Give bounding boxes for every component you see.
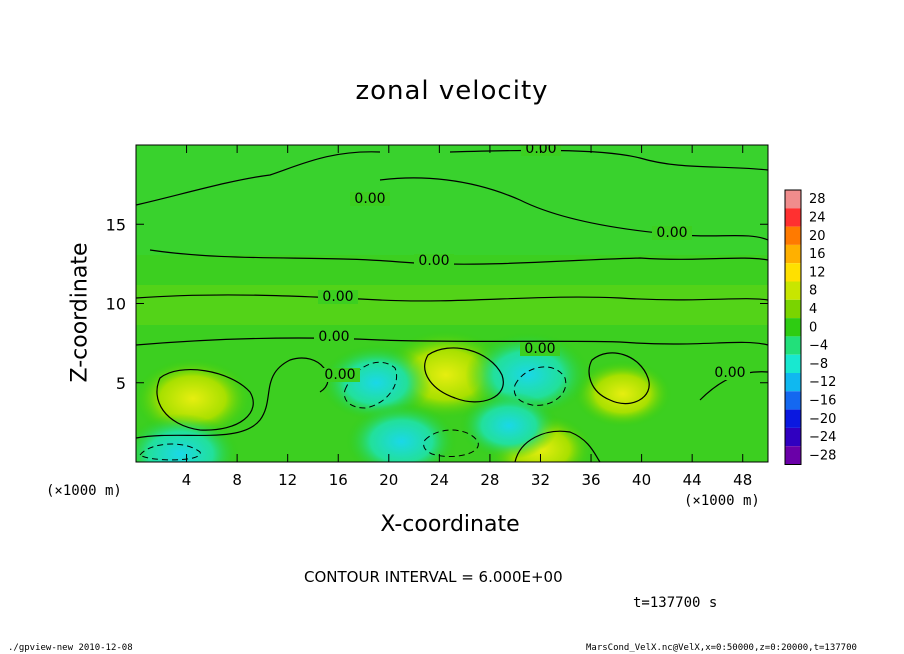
- colorbar-swatch: [785, 427, 801, 447]
- colorbar-swatch: [785, 208, 801, 227]
- colorbar-swatch: [785, 391, 801, 410]
- contour-line-top: [449, 149, 768, 171]
- contour-label-bg: [652, 226, 692, 240]
- time-label: t=137700 s: [633, 595, 718, 611]
- colorbar-label: 8: [809, 284, 817, 299]
- anomaly-negative-8: [459, 391, 559, 460]
- negative-contour-3: [139, 443, 201, 461]
- colorbar-swatch: [785, 336, 801, 355]
- contour-line-lower: [136, 357, 329, 439]
- colorbar-label: −4: [809, 339, 828, 354]
- negative-contour-4: [423, 429, 479, 457]
- colorbar-label: −8: [809, 357, 828, 372]
- colorbar-swatch: [785, 190, 801, 209]
- colorbar-swatch: [785, 373, 801, 392]
- anomaly-negative-4: [320, 344, 433, 421]
- contour-line-mid-upper: [149, 249, 768, 265]
- colorbar-swatch: [785, 263, 801, 282]
- colorbar-label: 12: [809, 265, 826, 280]
- contour-label: 0.00: [322, 289, 353, 305]
- contour-label-bg: [520, 342, 560, 356]
- contour-line-upper-right: [379, 177, 768, 241]
- contour-label-bg: [318, 290, 358, 304]
- contour-line-mid: [136, 294, 768, 302]
- contour-label: 0.00: [525, 141, 556, 157]
- x-tick-label: 40: [632, 471, 651, 489]
- contour-label-bg: [320, 368, 360, 382]
- colorbar-label: 24: [809, 210, 826, 225]
- x-tick-label: 28: [480, 471, 499, 489]
- y-tick-label: 10: [106, 295, 126, 314]
- anomaly-negative-7: [345, 403, 458, 462]
- contour-label: 0.00: [418, 253, 449, 269]
- x-tick-label: 24: [430, 471, 449, 489]
- colorbar-swatch: [785, 226, 801, 245]
- colorbar-swatch: [785, 354, 801, 373]
- colorbar-swatch: [785, 299, 801, 319]
- footer-left-text: ./gpview-new 2010-12-08: [8, 643, 133, 653]
- contour-label-bg: [414, 254, 454, 268]
- x-axis-label: X-coordinate: [380, 512, 520, 537]
- y-tick-label: 15: [106, 215, 126, 234]
- colorbar-label: 28: [809, 192, 826, 207]
- colorbar-swatch: [785, 409, 801, 428]
- anomaly-negative-6: [136, 413, 240, 462]
- x-tick-label: 4: [182, 471, 192, 489]
- colorbar-frame: [784, 189, 802, 465]
- x-tick-label: 44: [683, 471, 702, 489]
- colorbar-label: −24: [809, 430, 836, 445]
- contour-label-bg: [314, 330, 354, 344]
- contour-label: 0.00: [524, 341, 555, 357]
- colorbar-label: −12: [809, 375, 836, 390]
- x-tick-label: 48: [733, 471, 752, 489]
- colorbar-swatch: [785, 318, 801, 337]
- x-tick-label: 16: [329, 471, 348, 489]
- colorbar-label: 16: [809, 247, 826, 262]
- x-tick-label: 20: [379, 471, 398, 489]
- contour-line-anomaly-center: [424, 347, 504, 403]
- colorbar-label: −28: [809, 448, 836, 463]
- x-unit-label-left: (×1000 m): [46, 483, 122, 499]
- negative-contour-1: [343, 361, 397, 409]
- contour-label-bg: [521, 145, 561, 156]
- footer-right-text: MarsCond_VelX.nc@VelX,x=0:50000,z=0:2000…: [586, 643, 857, 653]
- colorbar-label: −16: [809, 393, 836, 408]
- x-tick-label: 8: [232, 471, 242, 489]
- colorbar-swatch: [785, 281, 801, 300]
- contour-line-upper: [136, 151, 381, 206]
- contour-line-right: [588, 352, 650, 405]
- contour-label: 0.00: [714, 365, 745, 381]
- x-tick-label: 36: [581, 471, 600, 489]
- colorbar-label: −20: [809, 412, 836, 427]
- contour-line-bottom-center: [514, 430, 601, 462]
- x-tick-label: 12: [278, 471, 297, 489]
- chart-title: zonal velocity: [355, 76, 549, 106]
- colorbar-label: 20: [809, 229, 826, 244]
- y-tick-label: 5: [116, 374, 126, 393]
- negative-contour-2: [513, 366, 567, 406]
- middle-band: [136, 285, 768, 325]
- x-tick-label: 32: [531, 471, 550, 489]
- colorbar-swatch: [785, 446, 801, 465]
- contour-label: 0.00: [656, 225, 687, 241]
- contour-label: 0.00: [354, 191, 385, 207]
- contour-interval-note: CONTOUR INTERVAL = 6.000E+00: [304, 568, 563, 586]
- contour-line-anomaly-left: [156, 368, 254, 431]
- negative-contours: [139, 361, 567, 461]
- contour-line-mid-lower: [136, 337, 768, 346]
- contour-label: 0.00: [318, 329, 349, 345]
- contour-label-bg: [350, 192, 390, 206]
- contour-label-bg: [710, 366, 750, 380]
- contour-label: 0.00: [324, 367, 355, 383]
- colorbar-label: 4: [809, 302, 817, 317]
- colorbar-label: 0: [809, 320, 817, 335]
- x-unit-label-right: (×1000 m): [684, 493, 760, 509]
- contour-lines: [136, 149, 768, 462]
- colorbar-swatch: [785, 244, 801, 264]
- y-axis-label: Z-coordinate: [67, 242, 93, 383]
